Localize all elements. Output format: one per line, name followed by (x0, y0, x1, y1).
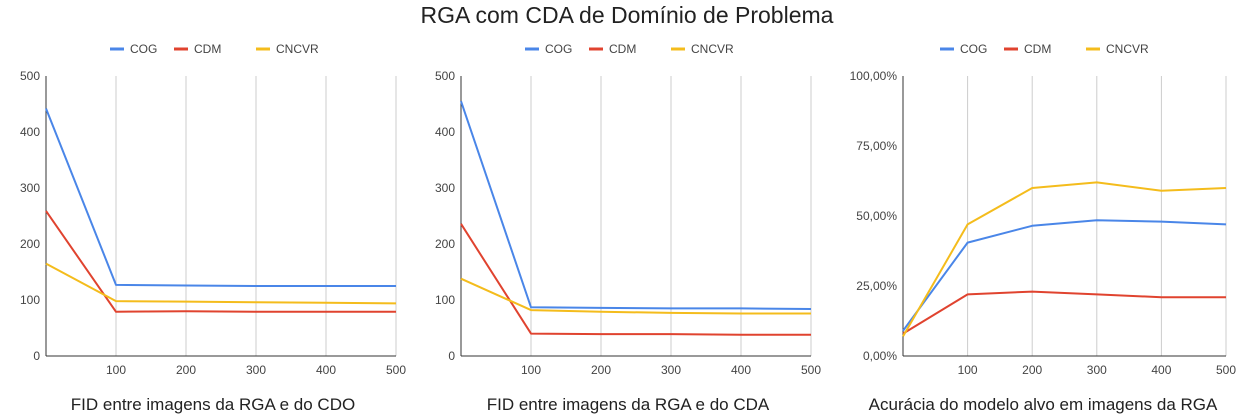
x-tick-label: 400 (731, 363, 751, 377)
y-tick-label: 0,00% (863, 349, 897, 363)
legend-label-cog: COG (960, 42, 987, 56)
y-tick-label: 100 (435, 293, 455, 307)
x-tick-label: 100 (106, 363, 126, 377)
series-line-cog (45, 108, 396, 287)
y-tick-label: 400 (435, 125, 455, 139)
x-tick-label: 200 (591, 363, 611, 377)
x-tick-label: 500 (801, 363, 821, 377)
legend-label-cdm: CDM (194, 42, 221, 56)
y-tick-label: 25,00% (856, 279, 897, 293)
y-tick-label: 300 (435, 181, 455, 195)
x-tick-label: 300 (1087, 363, 1107, 377)
x-axis-label: Acurácia do modelo alvo em imagens da RG… (869, 395, 1218, 414)
legend-label-cdm: CDM (609, 42, 636, 56)
y-tick-label: 400 (20, 125, 40, 139)
series-line-cog (460, 100, 812, 310)
series-line-cncvr (902, 181, 1227, 337)
series-line-cog (902, 219, 1227, 332)
y-tick-label: 50,00% (856, 209, 897, 223)
x-tick-label: 200 (1022, 363, 1042, 377)
y-tick-label: 0 (33, 349, 40, 363)
legend-label-cog: COG (130, 42, 157, 56)
y-tick-label: 200 (435, 237, 455, 251)
x-tick-label: 400 (1151, 363, 1171, 377)
legend-label-cdm: CDM (1024, 42, 1051, 56)
x-axis-label: FID entre imagens da RGA e do CDA (487, 395, 770, 414)
series-line-cdm (902, 290, 1226, 335)
legend-label-cog: COG (545, 42, 572, 56)
y-tick-label: 300 (20, 181, 40, 195)
x-tick-label: 300 (661, 363, 681, 377)
x-tick-label: 400 (316, 363, 336, 377)
legend-label-cncvr: CNCVR (691, 42, 734, 56)
y-tick-label: 100,00% (850, 69, 898, 83)
series-line-cncvr (45, 262, 397, 305)
legend-label-cncvr: CNCVR (276, 42, 319, 56)
x-tick-label: 300 (246, 363, 266, 377)
x-tick-label: 200 (176, 363, 196, 377)
y-tick-label: 0 (448, 349, 455, 363)
x-tick-label: 100 (521, 363, 541, 377)
x-tick-label: 500 (386, 363, 406, 377)
y-tick-label: 500 (20, 69, 40, 83)
x-tick-label: 100 (958, 363, 978, 377)
legend-label-cncvr: CNCVR (1106, 42, 1149, 56)
x-tick-label: 500 (1216, 363, 1236, 377)
series-line-cdm (460, 223, 811, 336)
chart-title: RGA com CDA de Domínio de Problema (420, 2, 834, 28)
series-line-cdm (45, 210, 396, 313)
y-tick-label: 500 (435, 69, 455, 83)
series-line-cncvr (460, 277, 811, 315)
y-tick-label: 200 (20, 237, 40, 251)
y-tick-label: 100 (20, 293, 40, 307)
x-axis-label: FID entre imagens da RGA e do CDO (71, 395, 355, 414)
y-tick-label: 75,00% (856, 139, 897, 153)
